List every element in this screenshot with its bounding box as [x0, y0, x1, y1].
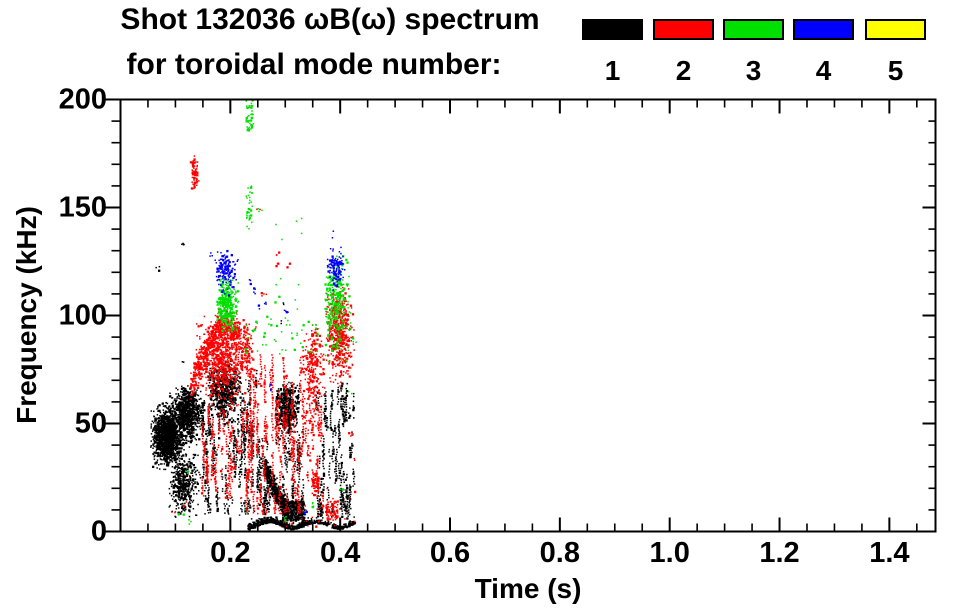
x-tick-label-0.2: 0.2: [210, 537, 251, 569]
legend-label-mode-5: 5: [887, 55, 904, 86]
legend-swatch-mode-2: [653, 19, 714, 40]
x-tick-label-0.4: 0.4: [320, 537, 361, 569]
x-axis-title: Time (s): [474, 573, 582, 604]
x-tick-label-1.4: 1.4: [869, 537, 910, 569]
x-tick-label-0.8: 0.8: [539, 537, 581, 569]
chart-title-line2: for toroidal mode number:: [126, 48, 502, 81]
chart-title-line1: Shot 132036 ωB(ω) spectrum: [120, 3, 540, 36]
x-tick-label-1.0: 1.0: [649, 537, 690, 569]
legend-swatch-mode-5: [865, 19, 926, 40]
legend-label-mode-3: 3: [745, 55, 762, 86]
y-tick-label-200: 200: [58, 83, 107, 115]
legend-swatch-mode-3: [723, 19, 784, 40]
legend-label-mode-2: 2: [675, 55, 692, 86]
legend-label-mode-4: 4: [815, 55, 832, 86]
y-tick-label-0: 0: [90, 515, 107, 547]
y-tick-label-100: 100: [58, 299, 107, 331]
legend-swatch-mode-4: [793, 19, 854, 40]
y-tick-label-50: 50: [74, 407, 107, 439]
x-tick-label-1.2: 1.2: [759, 537, 800, 569]
y-tick-label-150: 150: [58, 191, 107, 223]
legend-swatch-mode-1: [582, 19, 643, 40]
legend-label-mode-1: 1: [604, 55, 621, 86]
x-tick-label-0.6: 0.6: [429, 537, 471, 569]
